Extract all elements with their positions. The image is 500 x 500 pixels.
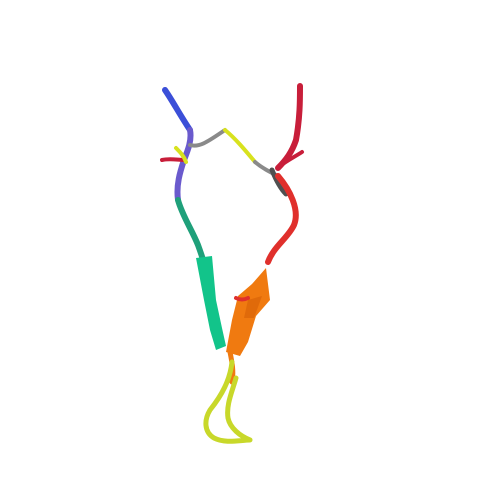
n-terminus-segment: [162, 87, 193, 133]
blue-loop-segment: [174, 127, 194, 203]
side-chain-stub: [160, 157, 186, 162]
right-descending-segment: [265, 173, 299, 265]
beta-strand-orange-shade: [244, 296, 262, 318]
top-loop-gray: [188, 128, 227, 148]
side-chain-yellow: [174, 146, 188, 164]
right-junction-bond: [269, 167, 289, 197]
c-terminus-branch: [278, 150, 304, 168]
top-loop-yellow: [223, 128, 257, 164]
beta-strand-green: [196, 256, 226, 350]
bottom-hairpin-loop: [203, 359, 253, 444]
strand-junction-red: [234, 296, 250, 302]
